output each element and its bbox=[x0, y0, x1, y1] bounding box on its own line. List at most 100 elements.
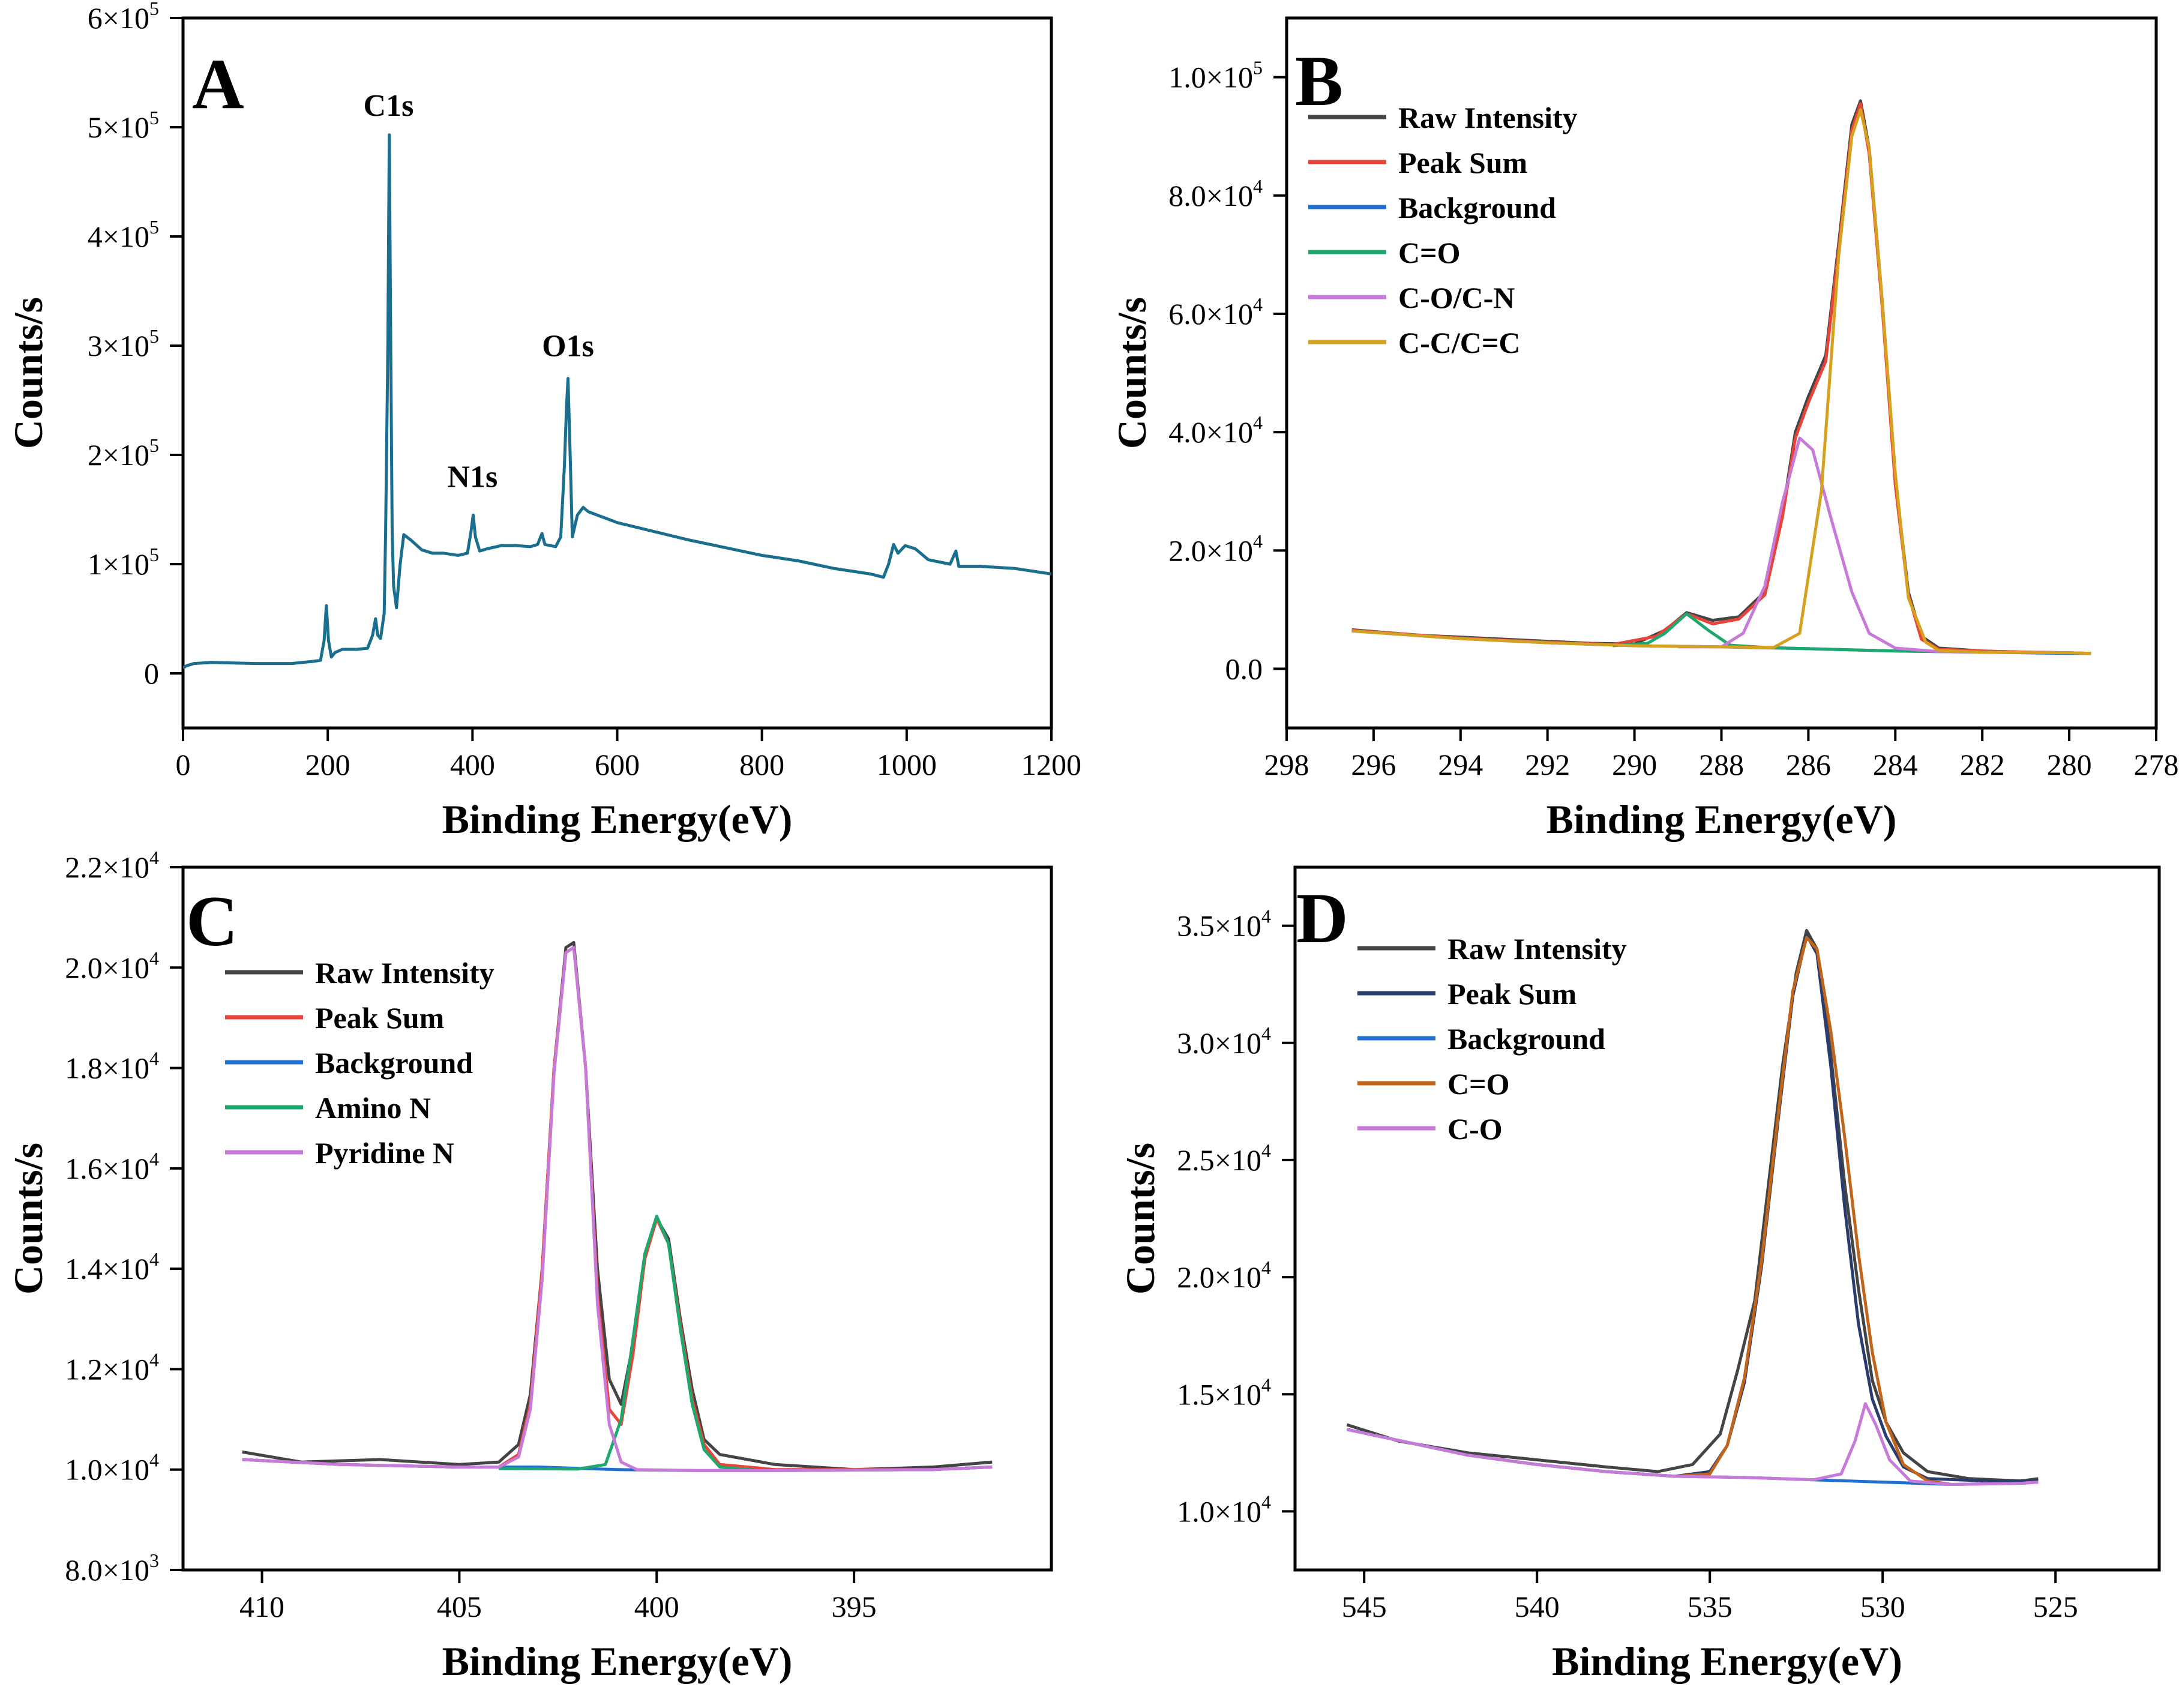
y-axis-title: Counts/s bbox=[5, 297, 51, 449]
legend-label: Background bbox=[1398, 191, 1556, 224]
legend-label: Peak Sum bbox=[1447, 977, 1576, 1011]
y-tick-label: 5×105 bbox=[88, 107, 159, 144]
x-tick-label: 400 bbox=[450, 748, 495, 781]
x-axis-title: Binding Energy(eV) bbox=[1552, 1638, 1902, 1684]
x-axis-title: Binding Energy(eV) bbox=[1546, 796, 1897, 842]
series-c-o-c-n bbox=[1678, 436, 1983, 654]
series-amino-n bbox=[499, 1214, 756, 1472]
series-raw-intensity bbox=[1351, 99, 2091, 655]
y-axis-title: Counts/s bbox=[1117, 1143, 1163, 1295]
y-tick-label: 1.0×104 bbox=[65, 1449, 159, 1487]
x-tick-label: 288 bbox=[1699, 748, 1744, 781]
y-tick-label: 2×105 bbox=[88, 435, 159, 472]
y-tick-label: 4.0×104 bbox=[1168, 412, 1263, 449]
x-tick-label: 282 bbox=[1960, 748, 2005, 781]
x-tick-label: 405 bbox=[437, 1590, 482, 1623]
series-pyridine-n bbox=[242, 946, 993, 1472]
y-tick-label: 3×105 bbox=[88, 325, 159, 362]
panel-d: 545 540 535 530 525 1.0×104 1.5×104 2.0×104 2.5×… bbox=[1117, 865, 2161, 1684]
x-tick-label: 286 bbox=[1786, 748, 1831, 781]
panel-a: 0 200 400 600 800 1000 1200 0 1×105 2×105 3×105 4×1… bbox=[5, 0, 1081, 842]
legend-label: Peak Sum bbox=[1398, 146, 1527, 179]
x-axis-title: Binding Energy(eV) bbox=[442, 1638, 793, 1684]
series-raw-intensity bbox=[242, 941, 993, 1472]
series-raw-intensity bbox=[1346, 928, 2039, 1483]
panel-letter: B bbox=[1295, 41, 1343, 121]
legend-label: Background bbox=[315, 1046, 473, 1080]
x-tick-label: 294 bbox=[1438, 748, 1483, 781]
data-area bbox=[1351, 99, 2091, 655]
y-tick-label: 1.0×104 bbox=[1177, 1491, 1271, 1528]
panel-letter: D bbox=[1296, 878, 1348, 958]
y-tick-label: 2.5×104 bbox=[1177, 1140, 1271, 1177]
series-c-o bbox=[1346, 1402, 2039, 1486]
x-tick-label: 400 bbox=[634, 1590, 679, 1623]
y-tick-label: 2.0×104 bbox=[65, 947, 159, 984]
x-tick-label: 292 bbox=[1525, 748, 1570, 781]
y-tick-label: 2.0×104 bbox=[1177, 1257, 1271, 1294]
panel-letter: C bbox=[186, 881, 238, 961]
y-tick-label: 1.6×104 bbox=[65, 1148, 159, 1185]
legend-label: Pyridine N bbox=[315, 1136, 454, 1170]
y-tick-label: 1.4×104 bbox=[65, 1248, 159, 1286]
series-survey bbox=[183, 133, 1051, 670]
y-tick-label: 0.0 bbox=[1225, 652, 1263, 685]
y-tick-label: 3.0×104 bbox=[1177, 1023, 1271, 1060]
legend-label: Peak Sum bbox=[315, 1001, 444, 1035]
y-tick-label: 8.0×104 bbox=[1168, 175, 1263, 212]
legend-label: C=O bbox=[1447, 1067, 1510, 1101]
x-tick-label: 0 bbox=[176, 748, 191, 781]
y-tick-label: 6.0×104 bbox=[1168, 293, 1263, 331]
legend-label: C=O bbox=[1398, 236, 1461, 269]
x-tick-label: 600 bbox=[595, 748, 640, 781]
series-c-o bbox=[1612, 612, 1939, 654]
plot-frame bbox=[181, 865, 1053, 1572]
legend-label: Amino N bbox=[315, 1091, 431, 1125]
x-tick-label: 278 bbox=[2134, 748, 2179, 781]
y-tick-label: 4×105 bbox=[88, 216, 159, 253]
peak-label: O1s bbox=[542, 329, 594, 363]
plot-frame bbox=[181, 16, 1053, 730]
x-tick-label: 535 bbox=[1688, 1590, 1733, 1623]
panel-b: 298 296 294 292 290 288 286 284 282 280 278 0.0 2.0×… bbox=[1109, 16, 2179, 842]
y-axis-title: Counts/s bbox=[1109, 297, 1155, 449]
y-tick-label: 1.5×104 bbox=[1177, 1374, 1271, 1411]
legend-label: Raw Intensity bbox=[1398, 101, 1578, 134]
y-tick-label: 3.5×104 bbox=[1177, 906, 1271, 943]
series-peak-sum bbox=[1351, 102, 2091, 655]
data-area bbox=[183, 133, 1051, 670]
series-c-c-c-c bbox=[1351, 108, 2091, 655]
panel-letter: A bbox=[192, 44, 244, 124]
data-area bbox=[1346, 928, 2039, 1486]
x-tick-label: 1000 bbox=[877, 748, 937, 781]
x-tick-label: 800 bbox=[739, 748, 784, 781]
x-tick-label: 298 bbox=[1264, 748, 1309, 781]
y-tick-label: 8.0×103 bbox=[65, 1550, 159, 1587]
data-area bbox=[242, 941, 993, 1472]
peak-label: C1s bbox=[364, 89, 414, 123]
y-tick-label: 2.2×104 bbox=[65, 847, 159, 884]
x-tick-label: 545 bbox=[1342, 1590, 1387, 1623]
x-axis-title: Binding Energy(eV) bbox=[442, 796, 793, 842]
series-peak-sum bbox=[1346, 933, 2039, 1483]
x-tick-label: 284 bbox=[1873, 748, 1918, 781]
x-tick-label: 1200 bbox=[1021, 748, 1081, 781]
peak-label: N1s bbox=[447, 460, 497, 495]
x-tick-label: 410 bbox=[239, 1590, 284, 1623]
series-c-o bbox=[1675, 936, 1952, 1486]
x-tick-label: 290 bbox=[1612, 748, 1657, 781]
legend-label: Raw Intensity bbox=[315, 956, 494, 990]
y-tick-label: 1.8×104 bbox=[65, 1048, 159, 1085]
y-tick-label: 1.0×105 bbox=[1168, 57, 1263, 94]
y-axis-title: Counts/s bbox=[5, 1143, 51, 1295]
x-tick-label: 540 bbox=[1515, 1590, 1560, 1623]
y-tick-label: 0 bbox=[144, 657, 159, 690]
x-tick-label: 530 bbox=[1860, 1590, 1905, 1623]
x-tick-label: 525 bbox=[2033, 1590, 2078, 1623]
y-tick-label: 6×105 bbox=[88, 0, 159, 35]
legend-label: Raw Intensity bbox=[1447, 932, 1627, 966]
y-tick-label: 2.0×104 bbox=[1168, 530, 1263, 567]
y-tick-label: 1.2×104 bbox=[65, 1349, 159, 1386]
legend-label: C-O bbox=[1447, 1112, 1503, 1146]
